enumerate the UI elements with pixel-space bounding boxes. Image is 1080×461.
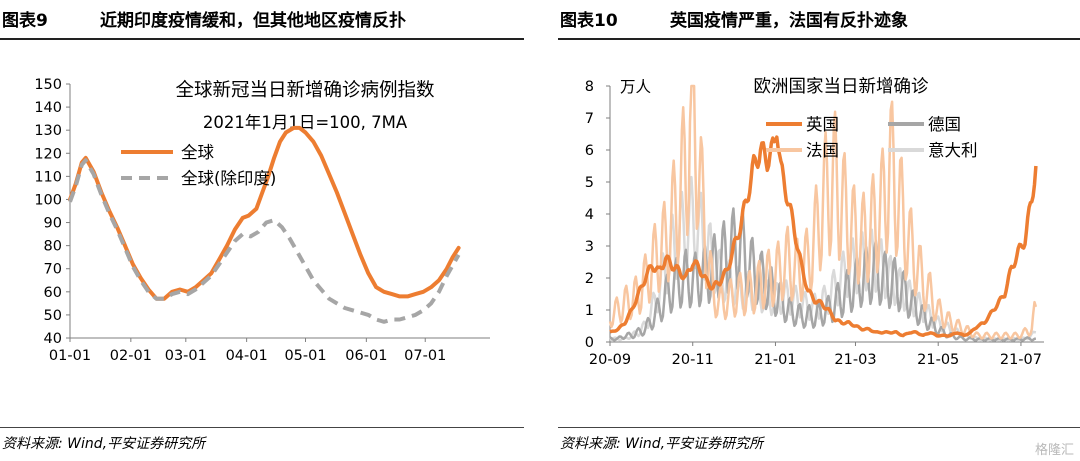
x-tick-label: 01-01 xyxy=(49,348,91,364)
y-tick-label: 90 xyxy=(44,216,62,232)
x-tick-label: 21-07 xyxy=(1000,352,1042,368)
y-tick-label: 50 xyxy=(44,308,62,324)
y-tick-label: 80 xyxy=(44,239,62,255)
y-tick-label: 6 xyxy=(585,143,594,159)
chart-title: 欧洲国家当日新增确诊 xyxy=(754,77,929,97)
y-tick-label: 4 xyxy=(585,207,594,223)
y-tick-label: 70 xyxy=(44,262,62,278)
y-tick-label: 40 xyxy=(44,331,62,347)
figure-title: 英国疫情严重，法国有反扑迹象 xyxy=(670,11,908,31)
y-unit-label: 万人 xyxy=(620,78,651,96)
legend-label: 法国 xyxy=(806,141,839,160)
x-tick-label: 04-01 xyxy=(226,348,268,364)
series-line-france xyxy=(608,84,1038,340)
x-tick-label: 02-01 xyxy=(110,348,152,364)
y-tick-label: 110 xyxy=(34,169,62,185)
series-line-uk xyxy=(609,135,1038,338)
x-tick-label: 05-01 xyxy=(284,348,326,364)
series-line-global xyxy=(68,125,461,301)
y-tick-label: 3 xyxy=(585,239,594,255)
x-tick-label: 03-01 xyxy=(165,348,207,364)
figure-title: 近期印度疫情缓和，但其他地区疫情反扑 xyxy=(100,11,406,31)
series-line-global-ex-india xyxy=(68,158,461,324)
legend-label: 全球 xyxy=(181,143,215,162)
y-tick-label: 0 xyxy=(585,335,594,351)
footer-rule xyxy=(0,427,524,428)
figure-number: 图表10 xyxy=(560,11,618,31)
right-panel: 图表10 英国疫情严重，法国有反扑迹象 0 1 2 3 4 5 6 7 8 20-09 20-11 2… xyxy=(558,0,1080,461)
x-tick-label: 21-05 xyxy=(917,352,959,368)
watermark: 格隆汇 xyxy=(1034,443,1074,458)
x-tick-label: 06-01 xyxy=(345,348,387,364)
chart-global-index: 40 50 60 70 80 90 100 110 120 130 140 150 01-01 02-01… xyxy=(34,77,490,364)
x-tick-label: 07-01 xyxy=(404,348,446,364)
x-tick-label: 21-01 xyxy=(754,352,796,368)
y-tick-label: 60 xyxy=(44,285,62,301)
y-tick-label: 8 xyxy=(585,79,594,95)
legend-label: 英国 xyxy=(806,115,839,134)
chart-title: 全球新冠当日新增确诊病例指数 xyxy=(175,80,434,101)
legend-label: 意大利 xyxy=(928,141,978,160)
source-note: 资料来源: Wind,平安证券研究所 xyxy=(2,436,206,452)
header-rule xyxy=(0,38,524,40)
header-rule xyxy=(558,38,1080,40)
figure-number: 图表9 xyxy=(2,11,48,31)
legend-label: 全球(除印度) xyxy=(181,169,276,188)
x-tick-label: 21-03 xyxy=(834,352,876,368)
figure-header-right: 图表10 英国疫情严重，法国有反扑迹象 xyxy=(558,10,1080,34)
y-tick-label: 120 xyxy=(34,146,62,162)
y-tick-label: 5 xyxy=(585,175,594,191)
x-tick-label: 20-11 xyxy=(672,352,714,368)
y-tick-label: 100 xyxy=(34,192,62,208)
x-tick-label: 20-09 xyxy=(589,352,631,368)
footer-rule xyxy=(558,427,1080,428)
legend-label: 德国 xyxy=(928,115,961,134)
y-tick-label: 2 xyxy=(585,271,594,287)
y-tick-label: 1 xyxy=(585,303,594,319)
chart-subtitle: 2021年1月1日=100, 7MA xyxy=(203,113,408,132)
source-note: 资料来源: Wind,平安证券研究所 xyxy=(560,436,764,452)
y-tick-label: 150 xyxy=(34,77,62,93)
chart-europe-daily: 0 1 2 3 4 5 6 7 8 20-09 20-11 21-01 21-03 21-05 21-07 万… xyxy=(585,77,1044,368)
left-panel: 图表9 近期印度疫情缓和，但其他地区疫情反扑 40 50 60 70 80 90 100 11… xyxy=(0,0,524,461)
y-tick-label: 7 xyxy=(585,111,594,127)
figure-header-left: 图表9 近期印度疫情缓和，但其他地区疫情反扑 xyxy=(0,10,524,34)
y-tick-label: 130 xyxy=(34,123,62,139)
y-tick-label: 140 xyxy=(34,100,62,116)
series-line-germany xyxy=(609,207,1036,342)
